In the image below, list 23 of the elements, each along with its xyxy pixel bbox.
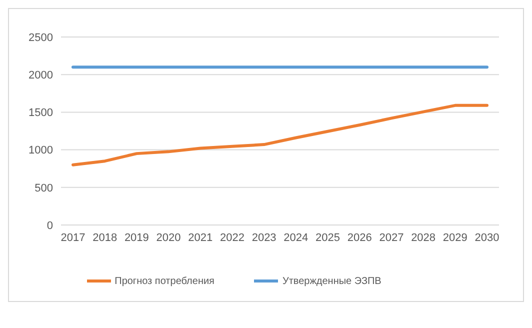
legend-label: Утвержденные ЭЗПВ xyxy=(282,276,382,287)
y-tick-label: 1500 xyxy=(28,107,53,120)
x-tick-label: 2027 xyxy=(379,232,404,244)
x-tick-label: 2022 xyxy=(220,232,244,244)
x-tick-label: 2020 xyxy=(156,232,181,244)
x-tick-label: 2018 xyxy=(92,232,118,244)
x-tick-label: 2025 xyxy=(316,232,340,244)
x-tick-label: 2019 xyxy=(124,232,149,244)
x-tick-label: 2030 xyxy=(474,232,500,244)
y-tick-label: 2500 xyxy=(28,32,53,44)
x-tick-label: 2021 xyxy=(188,232,213,244)
x-tick-label: 2023 xyxy=(252,232,276,244)
y-tick-label: 1000 xyxy=(28,144,53,157)
y-tick-label: 0 xyxy=(46,220,53,232)
y-tick-label: 500 xyxy=(34,182,53,194)
y-tick-label: 2000 xyxy=(28,70,53,82)
legend-label: Прогноз потребления xyxy=(114,276,214,287)
line-series xyxy=(72,104,488,166)
x-tick-label: 2026 xyxy=(347,232,372,244)
x-tick-label: 2024 xyxy=(284,232,308,244)
x-tick-label: 2028 xyxy=(411,232,436,244)
x-tick-label: 2017 xyxy=(60,232,86,244)
x-tick-label: 2029 xyxy=(442,232,468,244)
